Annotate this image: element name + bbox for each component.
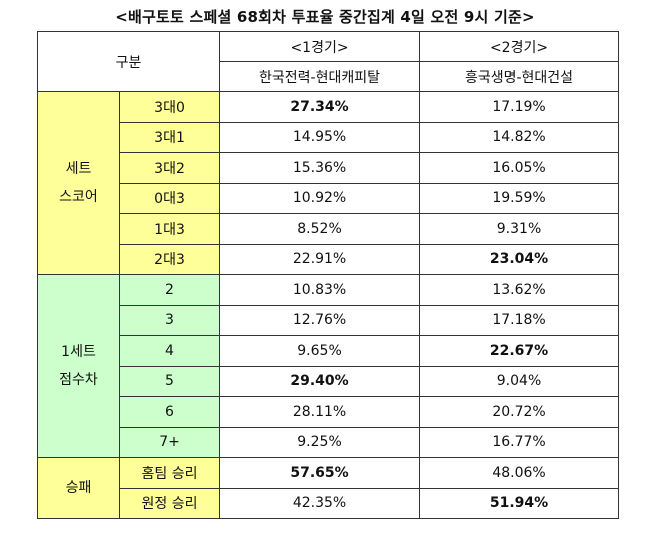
- header-row-1: 구분 <1경기> <2경기>: [36, 31, 620, 92]
- game1-rate: 14.95%: [219, 121, 421, 153]
- group-set1-diff-line: 점수차: [59, 372, 98, 388]
- row-label: 2대3: [118, 243, 221, 275]
- table-row: 1세트 점수차 2 10.83% 13.62%: [37, 274, 620, 458]
- game1-rate: 10.92%: [219, 182, 421, 214]
- row-label: 4: [118, 335, 221, 367]
- game2-rate: 16.05%: [419, 152, 620, 184]
- row-label: 1대3: [118, 213, 221, 245]
- table-row: 6 28.11% 20.72%: [38, 396, 620, 428]
- table-row: 0대3 10.92% 19.59%: [38, 182, 620, 214]
- game2-rate: 9.31%: [419, 213, 620, 245]
- table-row: 2대3 22.91% 23.04%: [38, 243, 620, 275]
- game1-rate: 9.25%: [219, 426, 421, 458]
- header-row-2: 한국전력-현대캐피탈 흥국생명-현대건설: [38, 61, 620, 92]
- row-label: 3대1: [118, 121, 221, 153]
- game2-rate: 19.59%: [419, 182, 620, 214]
- group-set-score-line: 세트: [65, 161, 92, 177]
- table-row: 3대2 15.36% 16.05%: [38, 152, 620, 184]
- group-win-loss: 승패: [37, 457, 120, 519]
- game2-rate: 16.77%: [419, 426, 620, 458]
- page-title: <배구토토 스페셜 68회차 투표율 중간집계 4일 오전 9시 기준>: [115, 8, 535, 26]
- row-label: 3대0: [118, 91, 221, 123]
- table-row: 승패 홈팀 승리 57.65% 48.06%: [37, 457, 620, 519]
- table-row: 세트 스코어 3대0 27.34% 17.19%: [37, 91, 620, 275]
- table-row: 5 29.40% 9.04%: [38, 365, 620, 397]
- game2-rate: 9.04%: [419, 365, 620, 397]
- header-category: 구분: [36, 31, 221, 92]
- game2-rate: 17.18%: [419, 304, 620, 336]
- row-label: 3대2: [118, 152, 221, 184]
- game2-rate: 23.04%: [419, 243, 620, 275]
- game2-rate: 22.67%: [419, 335, 620, 367]
- row-label: 홈팀 승리: [118, 457, 221, 489]
- row-label: 3: [118, 304, 221, 336]
- row-label: 2: [118, 274, 221, 306]
- header-game2-teams: 흥국생명-현대건설: [419, 61, 620, 92]
- game2-rate: 51.94%: [419, 487, 620, 519]
- row-label: 7+: [118, 426, 221, 458]
- group-set1-diff-line: 1세트: [61, 344, 96, 360]
- header-game2-number: <2경기>: [419, 31, 620, 62]
- header-game1-number: <1경기>: [219, 31, 421, 62]
- game1-rate: 12.76%: [219, 304, 421, 336]
- game2-rate: 13.62%: [419, 274, 620, 306]
- game1-rate: 29.40%: [219, 365, 421, 397]
- game2-rate: 17.19%: [419, 91, 620, 123]
- game1-rate: 57.65%: [219, 457, 421, 489]
- row-label: 0대3: [118, 182, 221, 214]
- table-row: 4 9.65% 22.67%: [38, 335, 620, 367]
- row-label: 5: [118, 365, 221, 397]
- game2-rate: 14.82%: [419, 121, 620, 153]
- header-game1-teams: 한국전력-현대캐피탈: [219, 61, 421, 92]
- game1-rate: 15.36%: [219, 152, 421, 184]
- table-row: 3 12.76% 17.18%: [38, 304, 620, 336]
- group-set-score-line: 스코어: [59, 189, 98, 205]
- row-label: 원정 승리: [118, 487, 221, 519]
- game1-rate: 10.83%: [219, 274, 421, 306]
- game1-rate: 42.35%: [219, 487, 421, 519]
- game1-rate: 8.52%: [219, 213, 421, 245]
- game2-rate: 20.72%: [419, 396, 620, 428]
- game1-rate: 28.11%: [219, 396, 421, 428]
- table-row: 3대1 14.95% 14.82%: [38, 121, 620, 153]
- table-row: 원정 승리 42.35% 51.94%: [38, 487, 620, 519]
- game1-rate: 9.65%: [219, 335, 421, 367]
- table-row: 7+ 9.25% 16.77%: [38, 426, 620, 458]
- row-label: 6: [118, 396, 221, 428]
- game1-rate: 27.34%: [219, 91, 421, 123]
- game2-rate: 48.06%: [419, 457, 620, 489]
- game1-rate: 22.91%: [219, 243, 421, 275]
- table-row: 1대3 8.52% 9.31%: [38, 213, 620, 245]
